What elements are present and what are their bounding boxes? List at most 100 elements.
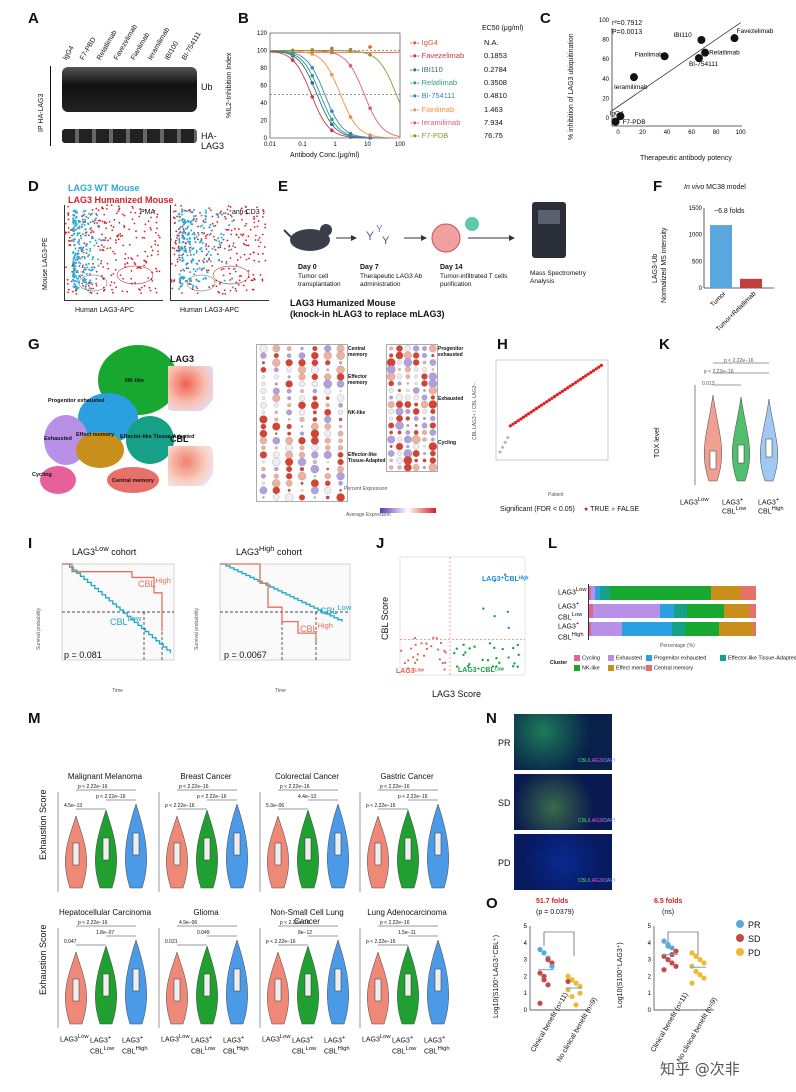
g-dot	[273, 374, 279, 380]
o-point	[665, 943, 671, 949]
flow-dot-wt	[72, 268, 75, 271]
flow-dot-wt	[81, 220, 84, 223]
k-g3bs: High	[771, 506, 784, 513]
l-bar-seg	[740, 586, 756, 600]
h-point	[579, 377, 583, 381]
b-xlabel: Antibody Conc.(μg/ml)	[290, 152, 360, 159]
g-dot	[310, 464, 320, 474]
o-bracket	[667, 931, 699, 956]
flow-dot-hu	[235, 281, 238, 284]
m-xlabel-2: LAG3+ CBLLow	[292, 1034, 316, 1057]
m-p2: 1.8e−07	[96, 930, 115, 936]
g-dot	[388, 408, 394, 415]
flow-dot-hu	[173, 247, 176, 250]
flow-dot-wt	[73, 224, 76, 227]
g-dot	[429, 450, 436, 457]
g-dot	[261, 410, 266, 415]
umap-cluster-tissue	[126, 416, 174, 464]
flow-dot-hu	[103, 239, 106, 242]
l-legend-item: Central memory	[646, 665, 693, 671]
h-point	[553, 394, 557, 399]
flow-dot-hu	[115, 286, 118, 289]
flow-dot-hu	[237, 283, 240, 286]
panel-label-l: L	[548, 535, 558, 552]
l-bar-seg	[687, 604, 725, 618]
flow-dot-hu	[124, 257, 126, 260]
c-ytick: 100	[599, 18, 610, 24]
j-point-cbllow	[468, 647, 471, 650]
flow-dot-wt	[72, 221, 75, 224]
flow-dot-hu	[213, 238, 216, 241]
o-ytick: 3	[648, 958, 652, 964]
l-legend-swatch	[608, 655, 614, 661]
flow-dot-hu	[217, 216, 220, 219]
j-point-low	[416, 658, 419, 661]
flow-dot-hu	[240, 207, 243, 210]
flow-dot-hu	[97, 245, 100, 248]
flow-plot-anticd3	[170, 204, 269, 301]
o-point	[673, 963, 679, 969]
i-right-cbllow-s: Low	[337, 603, 352, 612]
flow-dot-hu	[155, 267, 157, 270]
flow-dot-wt	[190, 229, 193, 232]
m-panel-title: Non-Small Cell Lung Cancer	[270, 908, 344, 926]
flow-dot-hu	[138, 266, 141, 269]
flow-dot-wt	[84, 278, 87, 281]
flow-dot-hu	[101, 220, 104, 223]
flow-dot-wt	[72, 251, 75, 254]
flow-dot-hu	[100, 244, 103, 247]
flow-dot-hu	[110, 224, 113, 227]
o-point	[689, 963, 695, 969]
g-dot	[299, 416, 305, 423]
e-step-day: Day 14	[440, 264, 463, 271]
g-dot	[428, 400, 438, 409]
flow-dot-hu	[208, 257, 211, 260]
flow-dot-wt	[81, 223, 84, 226]
flow-dot-hu	[144, 209, 147, 211]
flow-dot-hu	[89, 213, 92, 216]
flow-dot-hu	[70, 229, 72, 231]
flow-dot-hu	[181, 292, 183, 294]
flow-dot-hu	[93, 222, 96, 224]
o-legend-item: SD	[736, 934, 761, 944]
flow-dot-hu	[143, 259, 146, 262]
i-p-left: p = 0.081	[64, 650, 102, 660]
g-dotplot-right	[386, 344, 438, 472]
o-ytick: 5	[524, 924, 528, 930]
c-point-label: Relatlimab	[709, 50, 740, 57]
g-dot	[324, 415, 332, 424]
g-dot	[274, 467, 279, 472]
flow-dot-hu	[135, 230, 137, 233]
j-point-cbllow	[468, 662, 471, 666]
flow-dot-hu	[198, 259, 200, 262]
g-dot	[336, 373, 345, 381]
flow-dot-wt	[208, 226, 211, 229]
c-point-label: BI-754111	[689, 61, 718, 68]
flow-dot-hu	[177, 245, 180, 248]
flow-dot-hu	[249, 228, 252, 231]
m-box	[203, 973, 211, 997]
j-point-low	[420, 642, 423, 645]
g-dot	[311, 451, 319, 459]
flow-dot-hu	[67, 288, 70, 291]
k-g3as: +	[775, 497, 780, 503]
g-dot	[310, 401, 319, 410]
flow-dot-wt	[209, 260, 212, 263]
b-legend-name: BI-754111	[421, 91, 456, 101]
flow-dot-wt	[189, 271, 192, 274]
h-point	[581, 375, 585, 380]
b-point	[290, 58, 295, 62]
flow-dot-hu	[234, 270, 237, 273]
flow-dot-hu	[178, 256, 181, 259]
flow-dot-wt	[183, 237, 186, 240]
k-g2b: CBL	[722, 508, 736, 516]
j-point-cbllow	[513, 662, 516, 665]
flow-dot-wt	[89, 269, 92, 272]
g-dot	[324, 473, 331, 480]
g-cluster-label: NK-like	[125, 378, 144, 384]
flow-dot-wt	[230, 215, 233, 218]
g-dot	[428, 463, 438, 472]
flow-dot-wt	[87, 282, 90, 285]
f-ylabel2: Normalized MS intensity	[661, 227, 668, 303]
g-dot	[300, 425, 304, 428]
